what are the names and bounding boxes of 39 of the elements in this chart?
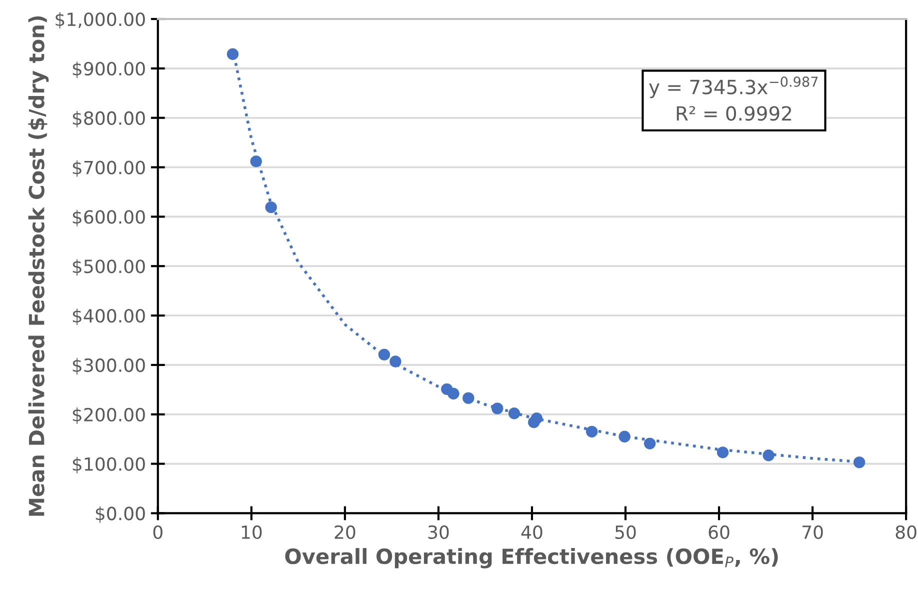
x-tick-label: 70 [802, 525, 823, 539]
y-tick-label: $600.00 [72, 210, 145, 226]
x-tick-label: 0 [153, 525, 162, 539]
point [853, 456, 866, 468]
point [250, 155, 262, 168]
y-tick-label: $400.00 [72, 308, 145, 326]
x-tick-label: 60 [708, 525, 730, 539]
point [492, 402, 504, 414]
x-tick-label: 30 [428, 525, 449, 539]
text: y = 7345.3x$^{−0.987}$ R² = 0.9992 [649, 76, 818, 121]
x-tick-label: 80 [896, 525, 916, 539]
y-tick-label: $200.00 [72, 408, 145, 424]
y-tick-label: $500.00 [72, 259, 145, 276]
x-tick-label: 20 [334, 525, 356, 539]
x-tick-label: 40 [521, 525, 542, 539]
y-tick-label: $800.00 [72, 110, 145, 128]
point [644, 438, 656, 450]
point [586, 426, 598, 438]
point [226, 48, 239, 60]
point [618, 430, 630, 442]
y-tick-label: $100.00 [72, 456, 145, 474]
point [265, 201, 277, 214]
point [378, 348, 390, 360]
y-tick-label: $700.00 [72, 160, 145, 177]
y-tick-label: $0.00 [96, 506, 145, 523]
y-tick-label: $1,000.00 [56, 12, 145, 29]
point [716, 446, 729, 458]
y-tick-label: $900.00 [72, 62, 145, 78]
point [528, 416, 540, 428]
x-tick-label: 50 [615, 525, 636, 539]
point [390, 356, 402, 368]
point [762, 450, 774, 462]
point [462, 392, 474, 404]
point [508, 408, 520, 420]
y-tick-label: $300.00 [72, 358, 145, 374]
x-tick-label: 10 [242, 525, 262, 539]
y-axis-title: Mean Delivered Feedstock Cost ($/dry ton) [28, 16, 49, 516]
point [448, 388, 460, 400]
x-axis-title: Overall Operating Effectiveness (OOE$_{P}$, %) [285, 548, 778, 568]
